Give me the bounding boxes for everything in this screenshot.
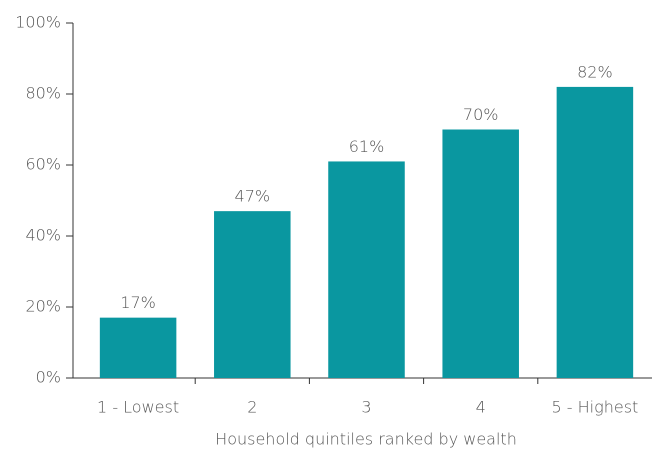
- y-tick-label: 60%: [25, 155, 61, 174]
- data-label: 82%: [577, 62, 613, 81]
- x-tick-label: 1 - Lowest: [97, 398, 179, 417]
- y-tick-label: 0%: [36, 368, 61, 387]
- x-tick-label: 3: [361, 398, 371, 417]
- y-tick-label: 100%: [15, 13, 61, 32]
- bar: [99, 317, 177, 378]
- data-label: 17%: [120, 293, 156, 312]
- bar: [328, 161, 405, 378]
- y-tick-label: 20%: [25, 297, 61, 316]
- bar: [442, 129, 519, 378]
- data-label: 61%: [349, 137, 385, 156]
- data-label: 47%: [235, 187, 271, 206]
- x-tick-label: 5 - Highest: [552, 398, 639, 417]
- y-tick-label: 80%: [25, 84, 61, 103]
- data-label: 70%: [463, 105, 499, 124]
- y-tick-label: 40%: [25, 226, 61, 245]
- x-tick-label: 2: [247, 398, 257, 417]
- x-axis-label: Household quintiles ranked by wealth: [215, 430, 517, 449]
- bar: [214, 211, 291, 378]
- bar: [556, 86, 634, 379]
- x-tick-label: 4: [476, 398, 486, 417]
